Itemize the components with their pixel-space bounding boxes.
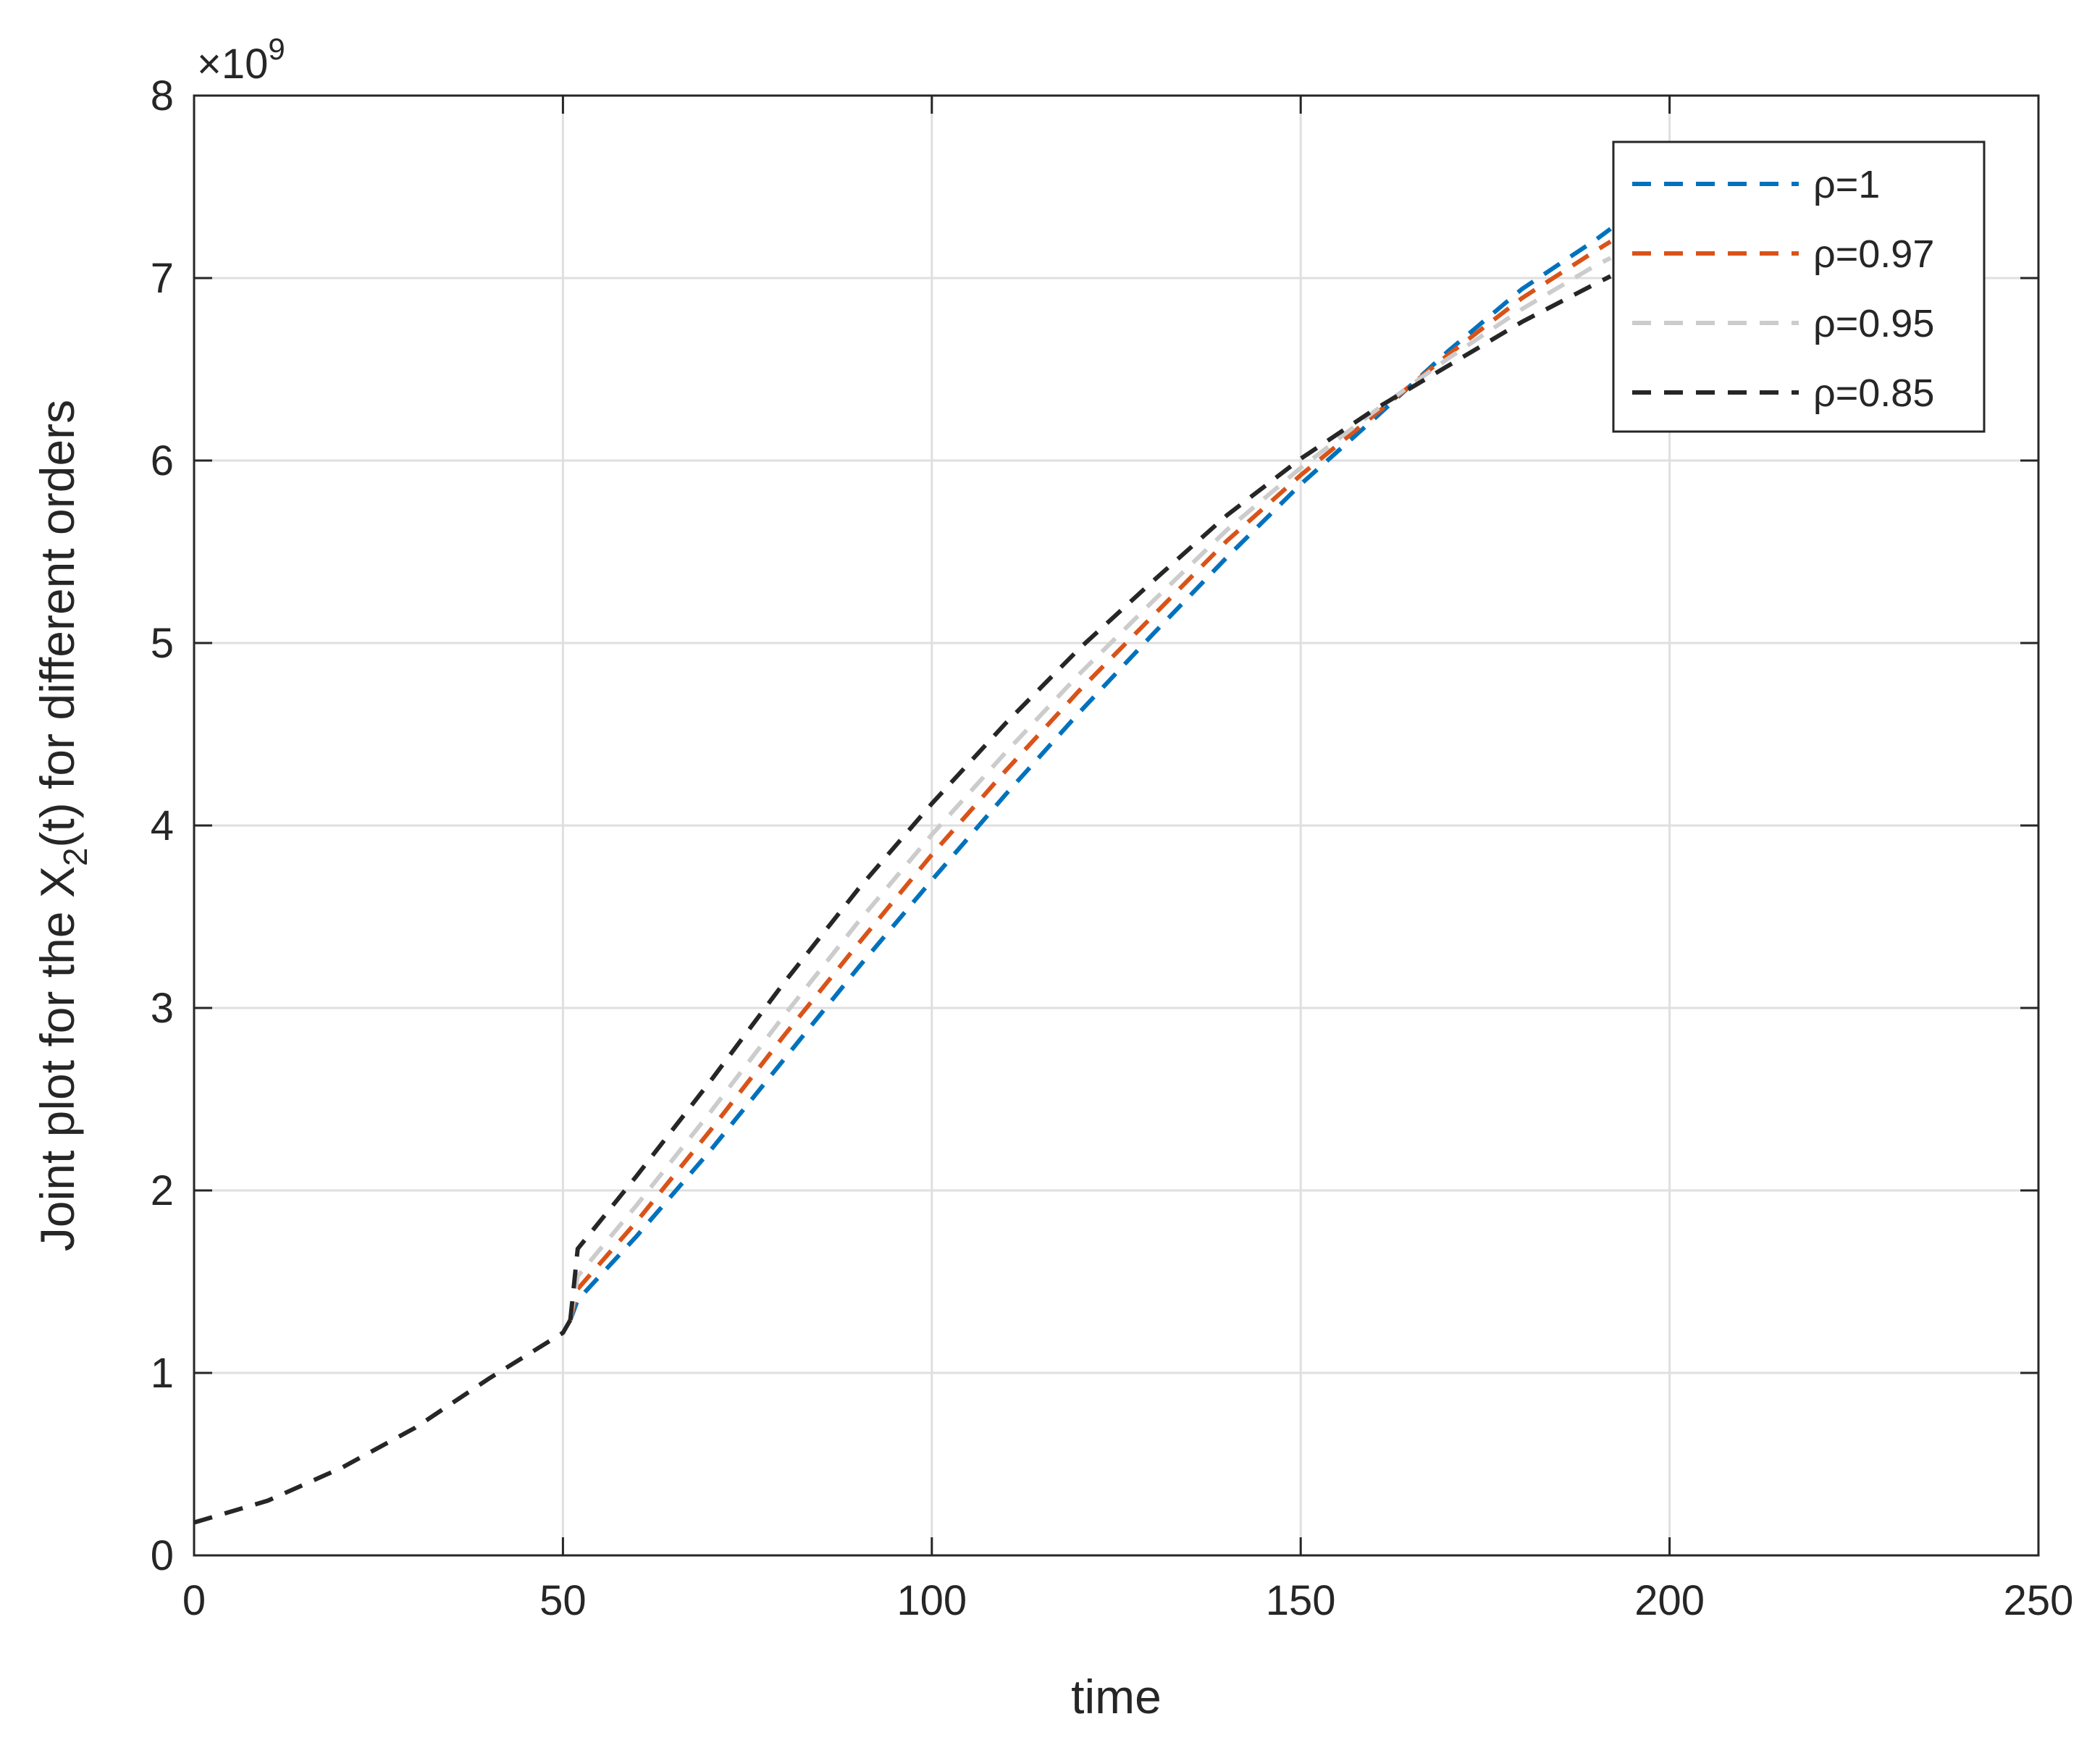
x-tick-label: 250 bbox=[2004, 1577, 2074, 1624]
y-tick-label: 7 bbox=[151, 255, 174, 302]
y-tick-label: 1 bbox=[151, 1350, 174, 1397]
y-tick-label: 6 bbox=[151, 437, 174, 484]
legend-label: ρ=0.85 bbox=[1813, 371, 1934, 415]
y-tick-label: 8 bbox=[151, 72, 174, 119]
x-tick-label: 200 bbox=[1634, 1577, 1705, 1624]
legend: ρ=1 ρ=0.97 ρ=0.95 ρ=0.85 bbox=[1612, 140, 1986, 433]
series-line bbox=[568, 274, 1612, 1321]
y-axis-label-prefix: Joint plot for the X bbox=[30, 866, 84, 1251]
y-exponent-base: ×10 bbox=[197, 41, 268, 88]
tick-labels: 0 50 100 150 200 250 0 1 2 3 4 5 6 7 8 bbox=[151, 72, 2074, 1624]
x-axis-label: time bbox=[1071, 1670, 1162, 1723]
y-tick-label: 2 bbox=[151, 1167, 174, 1214]
legend-label: ρ=0.95 bbox=[1813, 302, 1934, 345]
x-tick-label: 0 bbox=[182, 1577, 206, 1624]
y-tick-label: 4 bbox=[151, 802, 174, 849]
series-line bbox=[568, 227, 1612, 1321]
y-axis-label-subscript: 2 bbox=[56, 848, 94, 867]
shared-segment-line bbox=[193, 1319, 573, 1525]
data-lines bbox=[193, 227, 1612, 1525]
y-axis-label: Joint plot for the X2(t) for different o… bbox=[30, 400, 94, 1251]
legend-label: ρ=1 bbox=[1813, 163, 1880, 206]
x-tick-label: 150 bbox=[1266, 1577, 1336, 1624]
y-axis-label-suffix: (t) for different orders bbox=[30, 400, 84, 848]
axes-box bbox=[193, 94, 2040, 1557]
y-tick-label: 3 bbox=[151, 985, 174, 1032]
legend-label: ρ=0.97 bbox=[1813, 232, 1934, 276]
y-tick-label: 0 bbox=[151, 1532, 174, 1579]
y-exponent-label: ×109 bbox=[197, 32, 285, 88]
x-tick-label: 100 bbox=[896, 1577, 967, 1624]
series-line bbox=[568, 240, 1612, 1321]
legend-box bbox=[1612, 140, 1986, 433]
y-tick-label: 5 bbox=[151, 620, 174, 667]
series-line bbox=[568, 256, 1612, 1321]
y-exponent-power: 9 bbox=[268, 32, 285, 66]
x-tick-label: 50 bbox=[539, 1577, 587, 1624]
